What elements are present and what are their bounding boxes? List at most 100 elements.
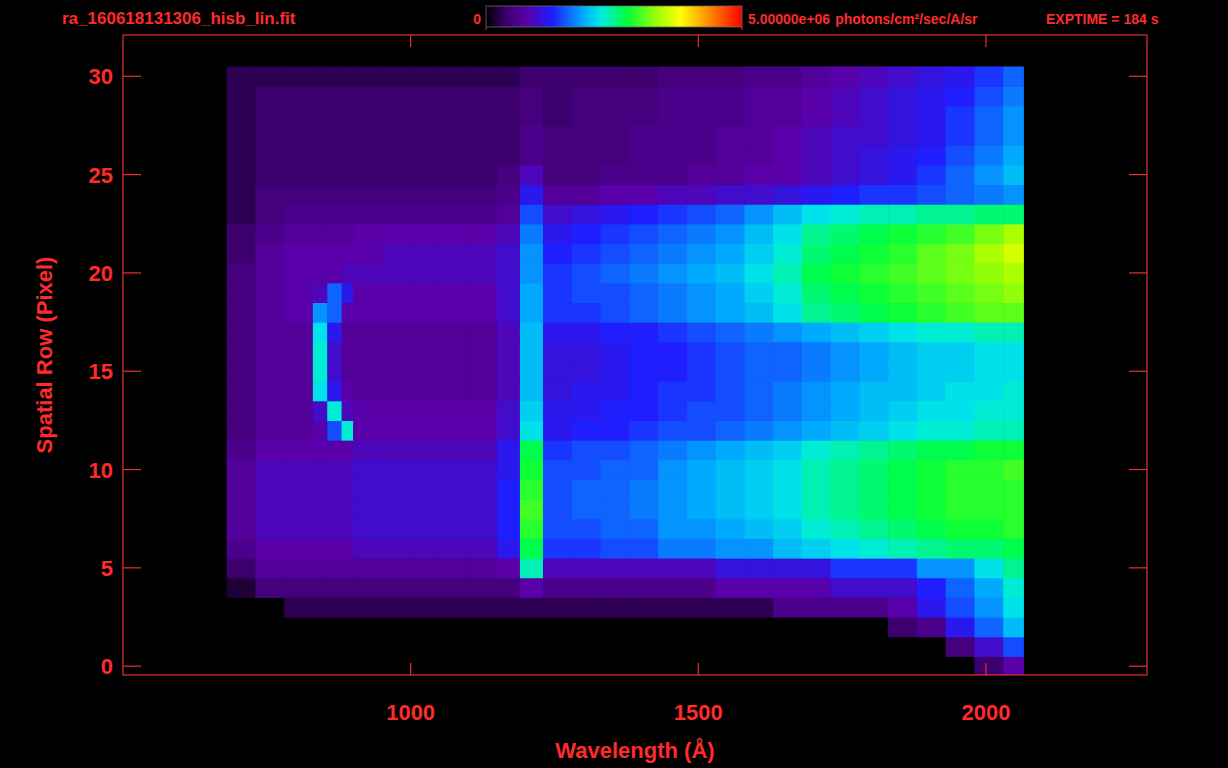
cell	[744, 165, 773, 185]
cell	[974, 401, 1003, 421]
cell	[327, 302, 342, 322]
cell	[284, 263, 313, 283]
cell	[773, 145, 802, 165]
cell	[313, 617, 328, 637]
cell	[629, 66, 658, 86]
cell	[687, 558, 716, 578]
cell	[658, 420, 687, 440]
cell	[802, 263, 831, 283]
cell	[802, 184, 831, 204]
cell	[917, 302, 946, 322]
cell	[497, 499, 521, 519]
x-tick-label: 2000	[961, 700, 1010, 725]
cell	[888, 342, 917, 362]
cell	[1003, 243, 1024, 263]
cell	[327, 322, 342, 342]
cell	[716, 637, 745, 657]
cell	[439, 420, 468, 440]
cell	[353, 224, 382, 244]
cell	[888, 558, 917, 578]
cell	[888, 224, 917, 244]
cell	[744, 342, 773, 362]
cell	[744, 558, 773, 578]
cell	[629, 361, 658, 381]
cell	[572, 165, 601, 185]
cell	[946, 420, 975, 440]
cell	[744, 86, 773, 106]
cell	[382, 204, 411, 224]
cell	[313, 66, 328, 86]
cell	[353, 86, 382, 106]
cell	[497, 106, 521, 126]
cell	[946, 656, 975, 675]
cell	[658, 538, 687, 558]
cell	[572, 66, 601, 86]
cell	[439, 401, 468, 421]
cell	[353, 656, 382, 675]
cell	[411, 86, 440, 106]
cell	[716, 479, 745, 499]
cell	[773, 204, 802, 224]
cell	[974, 479, 1003, 499]
cell	[411, 263, 440, 283]
cell	[600, 558, 629, 578]
cell	[888, 381, 917, 401]
cell	[543, 342, 572, 362]
cell	[658, 361, 687, 381]
y-tick-label: 15	[89, 359, 113, 384]
cell	[313, 342, 328, 362]
cell	[411, 342, 440, 362]
cell	[888, 243, 917, 263]
cell	[255, 440, 284, 460]
cell	[382, 66, 411, 86]
cell	[773, 283, 802, 303]
cell	[572, 617, 601, 637]
cell	[888, 184, 917, 204]
cell	[227, 145, 256, 165]
cell	[382, 263, 411, 283]
cell	[687, 637, 716, 657]
cell	[716, 538, 745, 558]
cell	[468, 637, 497, 657]
cell	[255, 361, 284, 381]
cell	[497, 578, 521, 598]
cell	[572, 243, 601, 263]
cell	[543, 381, 572, 401]
cell	[497, 656, 521, 675]
cell	[411, 538, 440, 558]
cell	[888, 460, 917, 480]
cell	[831, 145, 860, 165]
cell	[658, 86, 687, 106]
cell	[382, 165, 411, 185]
cell	[227, 283, 256, 303]
cell	[382, 381, 411, 401]
cell	[888, 165, 917, 185]
cell	[411, 499, 440, 519]
cell	[572, 263, 601, 283]
cell	[520, 165, 544, 185]
cell	[342, 440, 354, 460]
cell	[411, 184, 440, 204]
cell	[543, 637, 572, 657]
cell	[859, 361, 888, 381]
cell	[831, 184, 860, 204]
cell	[382, 401, 411, 421]
cell	[917, 204, 946, 224]
cell	[439, 263, 468, 283]
cell	[831, 381, 860, 401]
cell	[859, 243, 888, 263]
cell	[382, 420, 411, 440]
y-tick-label: 25	[89, 163, 113, 188]
cell	[353, 617, 382, 637]
cell	[888, 538, 917, 558]
cell	[353, 106, 382, 126]
cell	[411, 578, 440, 598]
cell	[802, 656, 831, 675]
cell	[802, 401, 831, 421]
cell	[284, 420, 313, 440]
cell	[1003, 479, 1024, 499]
cell	[543, 361, 572, 381]
cell	[773, 637, 802, 657]
cell	[917, 224, 946, 244]
cell	[716, 440, 745, 460]
